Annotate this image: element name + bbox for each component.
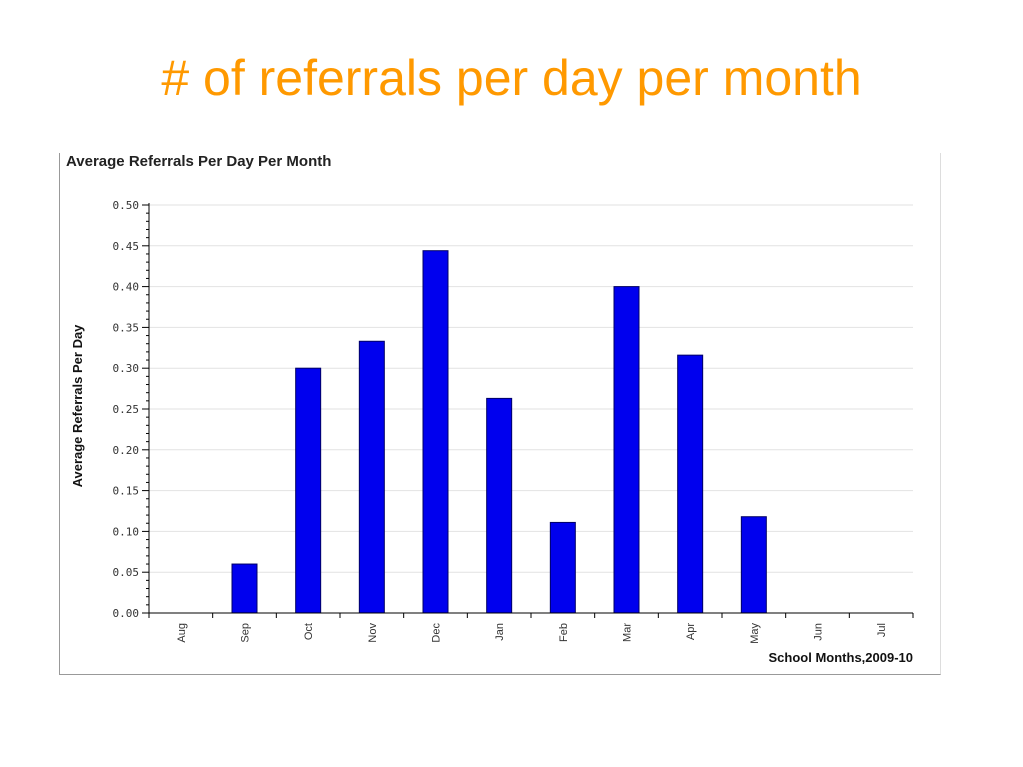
x-tick-label: Feb [558,623,570,642]
x-tick-label: Jul [876,623,888,637]
x-tick-label: Dec [431,623,443,643]
x-tick-label: Jun [813,623,825,641]
y-tick-label: 0.35 [113,321,140,334]
x-tick-label: Sep [240,623,252,643]
chart-title: Average Referrals Per Day Per Month [66,153,331,170]
bar-apr [677,354,704,614]
bars [231,250,767,614]
y-axis-label: Average Referrals Per Day [70,324,85,488]
y-tick-label: 0.30 [113,362,140,375]
y-tick-label: 0.40 [113,281,140,294]
bar-oct [295,367,322,614]
x-tick-label: Nov [367,623,379,643]
bar-sep [231,563,258,614]
bar-chart: Average Referrals Per Day Per Month 0.00… [66,153,914,665]
y-tick-label: 0.00 [113,607,140,620]
x-tick-label: Aug [176,623,188,643]
y-tick-label: 0.45 [113,240,140,253]
bar-dec [422,250,449,614]
bar-jan [486,397,513,614]
x-tick-label: Apr [685,623,697,640]
bar-feb [549,521,576,614]
x-axis-label: School Months,2009-10 [769,650,913,665]
y-tick-label: 0.05 [113,566,140,579]
gridlines [149,204,913,573]
y-tick-label: 0.50 [113,199,140,212]
x-tick-label: Mar [622,623,634,642]
bar-nov [358,340,385,614]
tick-labels: 0.00 0.05 0.10 0.15 0.20 0.25 0.30 0.35 0.40 0.45… [113,199,889,644]
x-tick-label: Jan [494,623,506,641]
y-tick-label: 0.10 [113,525,140,538]
axes [142,203,914,618]
x-tick-label: May [749,623,761,644]
chart-panel: Average Referrals Per Day Per Month 0.00… [59,153,941,675]
bar-mar [613,286,640,614]
x-tick-label: Oct [303,623,315,640]
y-tick-label: 0.25 [113,403,140,416]
y-tick-label: 0.20 [113,444,140,457]
slide-title: # of referrals per day per month [161,50,862,106]
y-tick-label: 0.15 [113,485,140,498]
bar-may [740,516,767,614]
